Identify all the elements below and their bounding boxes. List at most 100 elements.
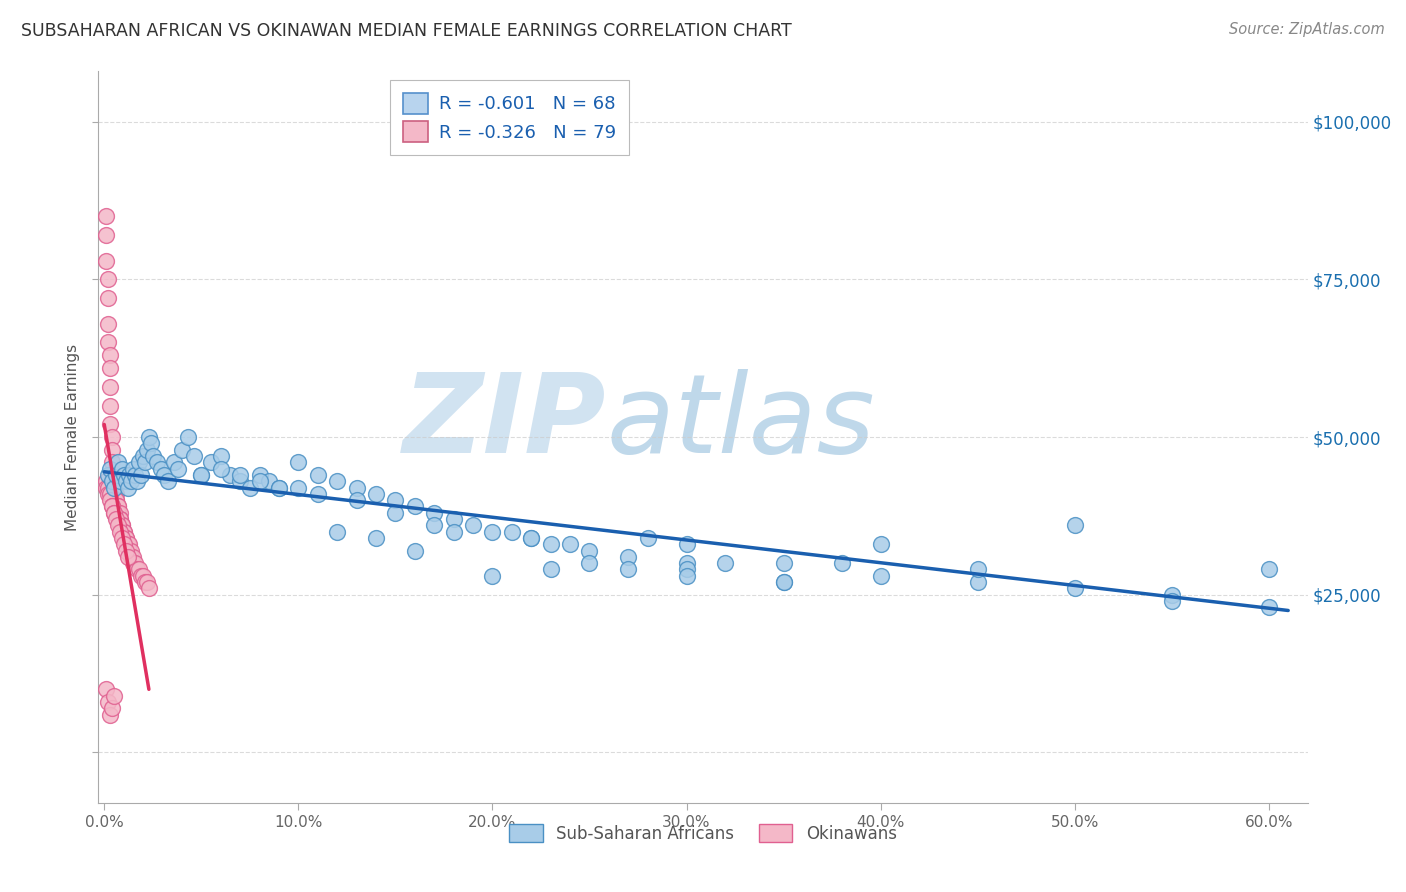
Text: ZIP: ZIP [402,369,606,476]
Point [1160,594,1182,608]
Point [104,500,127,514]
Point [307,467,329,482]
Point [103,467,125,482]
Point [287,455,309,469]
Point [104,487,127,501]
Point [520,531,543,545]
Point [112,537,135,551]
Point [132,569,155,583]
Point [139,436,162,450]
Point [132,449,155,463]
Point [97,481,120,495]
Point [101,701,124,715]
Point [675,556,697,570]
Point [675,537,697,551]
Point [831,556,853,570]
Point [249,474,271,488]
Point [134,455,156,469]
Point [103,481,125,495]
Point [423,506,446,520]
Point [364,487,387,501]
Point [103,506,125,520]
Point [111,531,134,545]
Point [96,253,118,268]
Point [120,549,142,564]
Point [127,474,149,488]
Point [966,562,988,576]
Point [346,481,368,495]
Point [384,493,406,508]
Point [104,467,127,482]
Point [239,481,262,495]
Point [1257,562,1279,576]
Point [136,442,159,457]
Point [96,210,118,224]
Point [229,467,252,482]
Point [103,506,125,520]
Point [101,455,124,469]
Point [134,575,156,590]
Point [404,500,426,514]
Point [108,524,131,539]
Point [384,506,406,520]
Point [112,467,135,482]
Point [101,474,124,488]
Point [103,481,125,495]
Point [128,562,150,576]
Point [98,707,121,722]
Point [114,531,136,545]
Point [772,575,794,590]
Point [122,461,145,475]
Point [157,474,180,488]
Point [108,518,131,533]
Point [129,569,152,583]
Point [170,442,193,457]
Point [578,556,600,570]
Point [98,493,121,508]
Point [127,562,149,576]
Point [124,556,146,570]
Point [443,524,465,539]
Point [966,575,988,590]
Point [257,474,280,488]
Point [118,537,141,551]
Point [96,228,118,243]
Point [209,461,232,475]
Point [120,543,142,558]
Point [98,417,121,432]
Point [111,524,134,539]
Point [501,524,523,539]
Point [443,512,465,526]
Point [97,467,120,482]
Point [149,461,172,475]
Point [101,442,124,457]
Point [540,537,562,551]
Point [97,317,120,331]
Point [97,335,120,350]
Point [772,556,794,570]
Point [128,455,150,469]
Point [107,500,129,514]
Point [307,487,329,501]
Point [118,467,141,482]
Point [200,455,222,469]
Point [98,379,121,393]
Text: SUBSAHARAN AFRICAN VS OKINAWAN MEDIAN FEMALE EARNINGS CORRELATION CHART: SUBSAHARAN AFRICAN VS OKINAWAN MEDIAN FE… [21,22,792,40]
Point [107,518,129,533]
Point [869,537,891,551]
Point [108,506,131,520]
Point [108,474,131,488]
Point [1257,600,1279,615]
Point [869,569,891,583]
Point [346,493,368,508]
Point [97,487,120,501]
Point [98,360,121,375]
Text: Source: ZipAtlas.com: Source: ZipAtlas.com [1229,22,1385,37]
Point [101,467,124,482]
Point [209,449,232,463]
Point [124,467,146,482]
Point [117,481,139,495]
Point [675,562,697,576]
Point [167,461,190,475]
Point [107,506,129,520]
